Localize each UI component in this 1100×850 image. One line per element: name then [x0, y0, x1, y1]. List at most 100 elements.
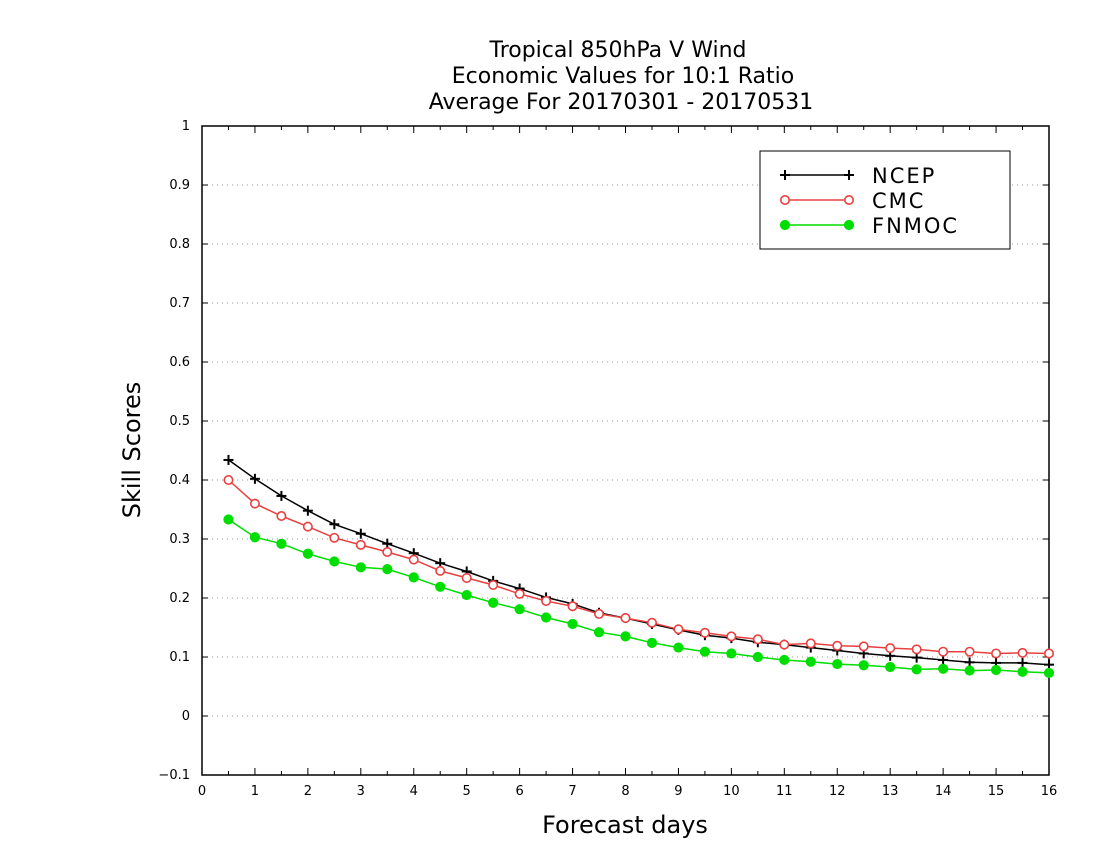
data-point-fnmoc [990, 664, 1002, 676]
data-point-ncep [276, 490, 287, 501]
data-point-fnmoc [302, 548, 313, 559]
data-point-fnmoc [911, 664, 922, 675]
data-point-cmc [382, 546, 393, 557]
data-point-cmc [276, 510, 287, 521]
data-point-cmc [885, 643, 896, 654]
data-point-fnmoc [726, 648, 737, 659]
data-point-fnmoc [752, 651, 763, 663]
legend-marker-ncep [844, 170, 854, 180]
legend-marker-cmc [779, 195, 790, 206]
data-point-fnmoc [249, 532, 261, 543]
x-tick-label: 11 [776, 784, 793, 799]
data-point-cmc [991, 648, 1002, 659]
y-tick-label: 0.6 [169, 355, 190, 370]
data-point-fnmoc [540, 612, 552, 623]
series-fnmoc [223, 514, 1055, 679]
data-point-fnmoc [805, 656, 816, 667]
data-point-fnmoc [1017, 666, 1028, 677]
x-tick-label: 9 [674, 784, 682, 799]
x-axis-label: Forecast days [542, 811, 708, 839]
legend-label-ncep: NCEP [872, 164, 936, 188]
data-point-fnmoc [885, 661, 896, 673]
y-tick-label: 0.2 [169, 591, 190, 606]
data-point-fnmoc [779, 654, 790, 666]
data-point-cmc [355, 539, 366, 550]
data-point-fnmoc [1043, 667, 1055, 679]
data-point-fnmoc [646, 637, 658, 648]
x-tick-label: 13 [882, 784, 899, 799]
data-point-cmc [1044, 648, 1055, 659]
data-point-cmc [302, 521, 313, 532]
data-point-fnmoc [461, 589, 472, 601]
data-point-cmc [435, 565, 446, 576]
y-tick-label: 0.1 [169, 650, 190, 665]
data-point-fnmoc [355, 562, 366, 573]
data-point-fnmoc [938, 663, 949, 674]
legend-label-fnmoc: FNMOC [872, 214, 959, 238]
data-point-cmc [726, 631, 737, 642]
x-axis-ticks: 0 1 2 3 4 5 6 7 8 9 10 11 12 13 14 15 16 [198, 126, 1057, 799]
data-point-cmc [223, 474, 234, 485]
x-tick-label: 3 [357, 784, 365, 799]
y-axis-ticks: −0.1 0 0.1 0.2 0.3 0.4 0.5 0.6 0.7 0.8 0.9 1 [158, 119, 1049, 783]
data-point-cmc [249, 498, 260, 509]
data-point-fnmoc [620, 631, 631, 642]
data-point-fnmoc [329, 556, 340, 567]
data-point-cmc [673, 624, 684, 635]
data-point-cmc [858, 641, 869, 652]
data-point-cmc [461, 572, 472, 583]
x-tick-label: 8 [621, 784, 629, 799]
data-point-cmc [620, 613, 631, 624]
y-tick-label: 1 [182, 119, 190, 134]
x-tick-label: 10 [723, 784, 740, 799]
x-tick-label: 14 [935, 784, 952, 799]
data-point-fnmoc [223, 514, 234, 525]
data-point-cmc [541, 595, 552, 606]
data-point-fnmoc [858, 660, 869, 671]
data-point-ncep [249, 473, 260, 484]
series-ncep [223, 454, 1054, 670]
title-line-1: Tropical 850hPa V Wind [488, 38, 746, 63]
data-point-fnmoc [699, 646, 711, 657]
data-point-fnmoc [488, 597, 499, 608]
data-point-ncep [1017, 657, 1028, 668]
y-tick-label: −0.1 [158, 768, 190, 783]
data-point-fnmoc [408, 572, 419, 583]
series-cmc [223, 474, 1055, 659]
data-point-cmc [567, 601, 578, 612]
y-tick-label: 0.9 [169, 178, 190, 193]
y-tick-label: 0.5 [169, 414, 190, 429]
title-line-3: Average For 20170301 - 20170531 [429, 90, 814, 115]
y-tick-label: 0.7 [169, 296, 190, 311]
legend-item-ncep: NCEP [780, 164, 936, 188]
data-point-cmc [329, 532, 340, 543]
legend-marker-fnmoc [843, 219, 855, 231]
data-point-cmc [911, 644, 922, 655]
data-point-fnmoc [673, 642, 684, 653]
data-point-fnmoc [567, 618, 578, 630]
x-tick-label: 6 [515, 784, 523, 799]
x-tick-label: 16 [1041, 784, 1058, 799]
y-tick-label: 0.8 [169, 237, 190, 252]
data-point-cmc [594, 608, 605, 619]
data-point-cmc [752, 634, 763, 645]
y-tick-label: 0 [182, 709, 190, 724]
data-point-fnmoc [276, 538, 287, 549]
data-point-cmc [779, 639, 790, 650]
data-point-cmc [832, 640, 843, 651]
series-line-ncep [228, 459, 1050, 666]
x-tick-label: 0 [198, 784, 206, 799]
x-tick-label: 15 [988, 784, 1005, 799]
data-point-fnmoc [382, 563, 393, 575]
data-point-cmc [646, 617, 657, 628]
data-point-fnmoc [832, 658, 843, 670]
x-tick-label: 7 [568, 784, 576, 799]
data-point-cmc [514, 588, 525, 599]
data-point-cmc [964, 646, 975, 657]
x-tick-label: 12 [829, 784, 846, 799]
title-line-2: Economic Values for 10:1 Ratio [452, 64, 794, 89]
y-tick-label: 0.4 [169, 473, 190, 488]
